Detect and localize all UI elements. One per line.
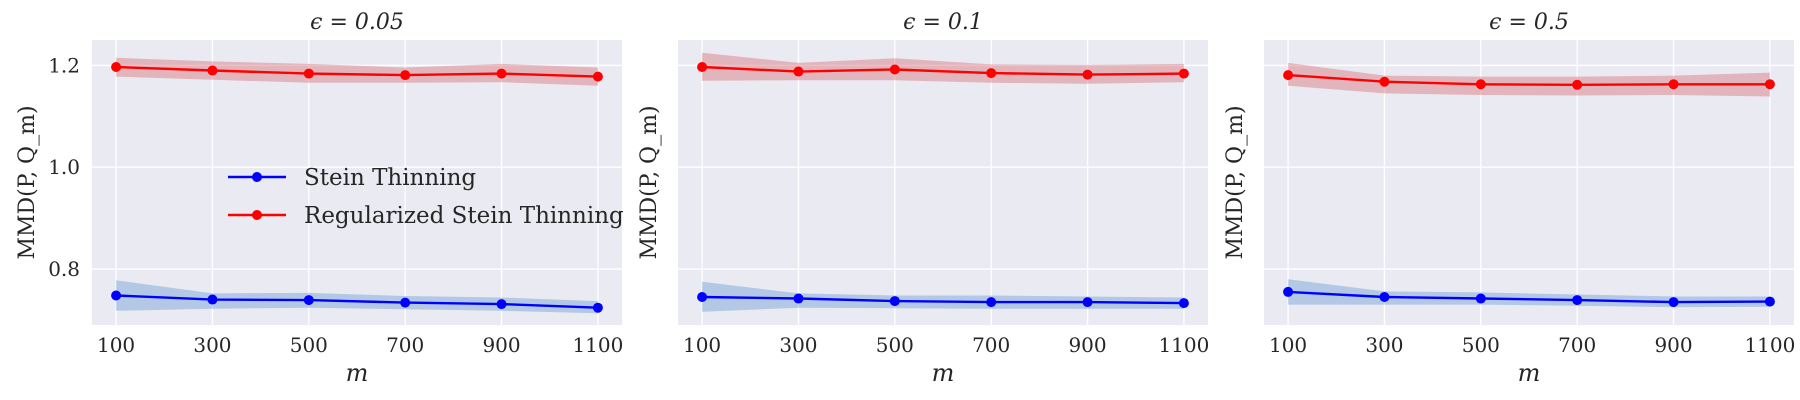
data-point bbox=[1379, 76, 1390, 87]
series-stein-thinning bbox=[1283, 279, 1775, 308]
legend-label: Stein Thinning bbox=[304, 165, 476, 191]
plot-area bbox=[1264, 40, 1794, 325]
subplot-2: 100 300 500 700 900 1100 ϵ = 0.1 m MMD(P, Q_m) bbox=[637, 10, 1209, 387]
y-axis-label: MMD(P, Q_m) bbox=[15, 105, 40, 259]
series-stein-thinning bbox=[111, 280, 603, 314]
plot-area bbox=[678, 40, 1208, 325]
y-axis-label: MMD(P, Q_m) bbox=[637, 105, 662, 259]
confidence-band bbox=[702, 281, 1184, 312]
x-tick-label: 300 bbox=[779, 333, 817, 357]
data-point bbox=[1572, 79, 1583, 90]
data-point bbox=[1475, 293, 1486, 304]
x-tick-label: 500 bbox=[876, 333, 914, 357]
y-tick-label: 0.8 bbox=[48, 257, 80, 281]
data-point bbox=[111, 61, 122, 72]
x-axis-label: m bbox=[1518, 359, 1541, 387]
x-axis-label: m bbox=[346, 359, 369, 387]
data-point bbox=[592, 302, 603, 313]
x-tick-label: 900 bbox=[482, 333, 520, 357]
data-point bbox=[1764, 79, 1775, 90]
x-tick-label: 900 bbox=[1068, 333, 1106, 357]
confidence-band bbox=[1288, 279, 1770, 308]
legend-label: Regularized Stein Thinning bbox=[304, 203, 624, 229]
data-point bbox=[1283, 286, 1294, 297]
y-tick-label: 1.2 bbox=[48, 53, 80, 77]
x-tick-label: 900 bbox=[1654, 333, 1692, 357]
series-regularized-stein-thinning bbox=[1283, 62, 1775, 97]
data-point bbox=[111, 290, 122, 301]
x-tick-label: 100 bbox=[683, 333, 721, 357]
data-point bbox=[1082, 69, 1093, 80]
data-point bbox=[889, 64, 900, 75]
plot-area bbox=[92, 40, 622, 325]
y-tick-label: 1.0 bbox=[48, 155, 80, 179]
subplot-3: 100 300 500 700 900 1100 ϵ = 0.5 m MMD(P, Q_m) bbox=[1223, 10, 1795, 387]
data-point bbox=[1178, 68, 1189, 79]
x-tick-label: 300 bbox=[193, 333, 231, 357]
data-point bbox=[793, 66, 804, 77]
series-regularized-stein-thinning bbox=[697, 52, 1189, 84]
confidence-band bbox=[116, 57, 598, 86]
series-regularized-stein-thinning bbox=[111, 57, 603, 86]
data-point bbox=[207, 294, 218, 305]
series-line bbox=[116, 65, 598, 78]
subplot-title: ϵ = 0.05 bbox=[310, 10, 404, 35]
data-point bbox=[1475, 79, 1486, 90]
data-point bbox=[889, 296, 900, 307]
data-point bbox=[1082, 297, 1093, 308]
data-point bbox=[1668, 297, 1679, 308]
data-point bbox=[697, 292, 708, 303]
subplot-title: ϵ = 0.5 bbox=[1489, 10, 1569, 35]
series-line bbox=[702, 295, 1184, 305]
data-point bbox=[697, 61, 708, 72]
data-point bbox=[496, 68, 507, 79]
series-line bbox=[1288, 290, 1770, 304]
x-tick-label: 500 bbox=[290, 333, 328, 357]
data-point bbox=[793, 293, 804, 304]
series-line bbox=[702, 65, 1184, 76]
x-tick-label: 100 bbox=[97, 333, 135, 357]
data-point bbox=[207, 65, 218, 76]
data-point bbox=[303, 68, 314, 79]
confidence-band bbox=[1288, 62, 1770, 97]
subplot-title: ϵ = 0.1 bbox=[903, 10, 983, 35]
x-tick-label: 300 bbox=[1365, 333, 1403, 357]
data-point bbox=[1283, 70, 1294, 81]
confidence-band bbox=[116, 280, 598, 314]
x-tick-label: 1100 bbox=[1158, 333, 1209, 357]
series-line bbox=[1288, 73, 1770, 87]
y-axis-label: MMD(P, Q_m) bbox=[1223, 105, 1248, 259]
series-stein-thinning bbox=[697, 281, 1189, 312]
x-axis-label: m bbox=[932, 359, 955, 387]
x-tick-label: 700 bbox=[972, 333, 1010, 357]
data-point bbox=[592, 71, 603, 82]
data-point bbox=[496, 299, 507, 310]
subplot-1: 100 300 500 700 900 1100 0.8 1.0 1.2 ϵ = 0.05 m MMD… bbox=[15, 10, 624, 387]
x-tick-label: 700 bbox=[386, 333, 424, 357]
x-tick-label: 1100 bbox=[572, 333, 623, 357]
data-point bbox=[1572, 295, 1583, 306]
data-point bbox=[400, 297, 411, 308]
data-point bbox=[1178, 298, 1189, 309]
legend-marker bbox=[252, 172, 262, 182]
x-tick-label: 500 bbox=[1462, 333, 1500, 357]
data-point bbox=[303, 295, 314, 306]
data-point bbox=[986, 68, 997, 79]
x-tick-label: 700 bbox=[1558, 333, 1596, 357]
legend-marker bbox=[252, 210, 262, 220]
data-point bbox=[986, 297, 997, 308]
confidence-band bbox=[702, 52, 1184, 84]
x-tick-label: 100 bbox=[1269, 333, 1307, 357]
data-point bbox=[1379, 292, 1390, 303]
series-line bbox=[116, 294, 598, 309]
legend: Stein Thinning Regularized Stein Thinning bbox=[228, 165, 624, 229]
data-point bbox=[400, 70, 411, 81]
x-tick-label: 1100 bbox=[1744, 333, 1795, 357]
data-point bbox=[1668, 79, 1679, 90]
data-point bbox=[1764, 296, 1775, 307]
